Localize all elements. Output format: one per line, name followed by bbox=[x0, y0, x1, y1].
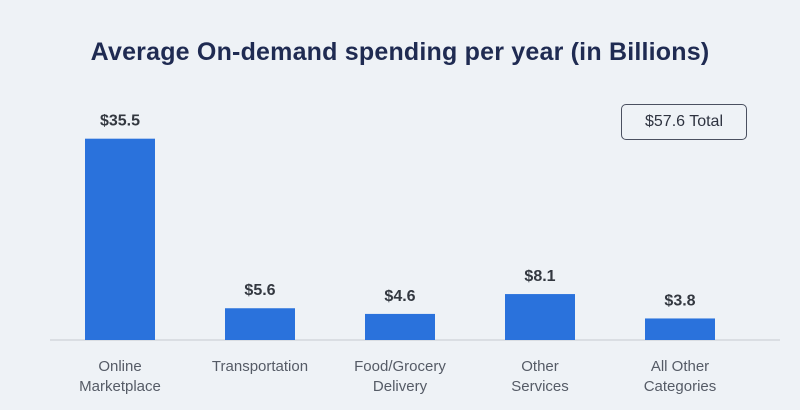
bar-1 bbox=[225, 308, 295, 340]
value-label-3: $8.1 bbox=[524, 268, 555, 285]
value-label-2: $4.6 bbox=[384, 288, 415, 305]
category-label-3-0: Other bbox=[521, 358, 559, 375]
category-label-2-0: Food/Grocery bbox=[354, 358, 446, 375]
category-label-4-0: All Other bbox=[651, 358, 709, 375]
value-label-1: $5.6 bbox=[244, 282, 275, 299]
category-label-2-1: Delivery bbox=[373, 378, 428, 395]
category-label-0-1: Marketplace bbox=[79, 378, 161, 395]
bar-0 bbox=[85, 138, 155, 340]
bar-4 bbox=[645, 318, 715, 340]
category-label-4-1: Categories bbox=[644, 378, 717, 395]
total-badge: $57.6 Total bbox=[621, 104, 747, 140]
chart-title: Average On-demand spending per year (in … bbox=[90, 38, 710, 66]
category-label-3-1: Services bbox=[511, 378, 569, 395]
bar-2 bbox=[365, 313, 435, 340]
category-label-0-0: Online bbox=[98, 358, 141, 375]
value-label-0: $35.5 bbox=[100, 113, 140, 130]
value-label-4: $3.8 bbox=[664, 292, 695, 309]
bar-3 bbox=[505, 294, 575, 340]
category-label-1-0: Transportation bbox=[212, 358, 308, 375]
